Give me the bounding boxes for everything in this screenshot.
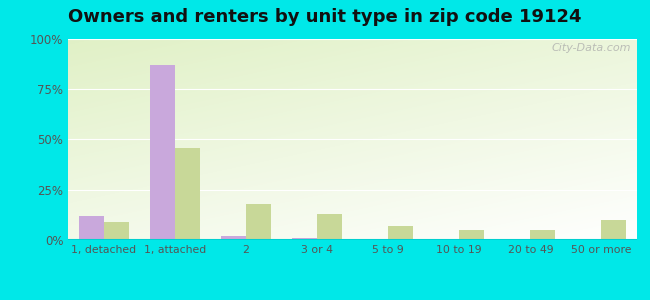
Bar xyxy=(292,238,317,240)
Bar xyxy=(460,230,484,240)
Bar xyxy=(175,148,200,240)
Bar xyxy=(317,214,342,240)
Bar xyxy=(79,216,104,240)
Bar xyxy=(150,65,175,240)
Bar xyxy=(221,236,246,240)
Bar xyxy=(601,220,627,240)
Bar xyxy=(530,230,555,240)
Bar xyxy=(388,226,413,240)
Bar xyxy=(104,222,129,240)
Bar xyxy=(246,204,271,240)
Text: City-Data.com: City-Data.com xyxy=(552,43,631,53)
Text: Owners and renters by unit type in zip code 19124: Owners and renters by unit type in zip c… xyxy=(68,8,582,26)
